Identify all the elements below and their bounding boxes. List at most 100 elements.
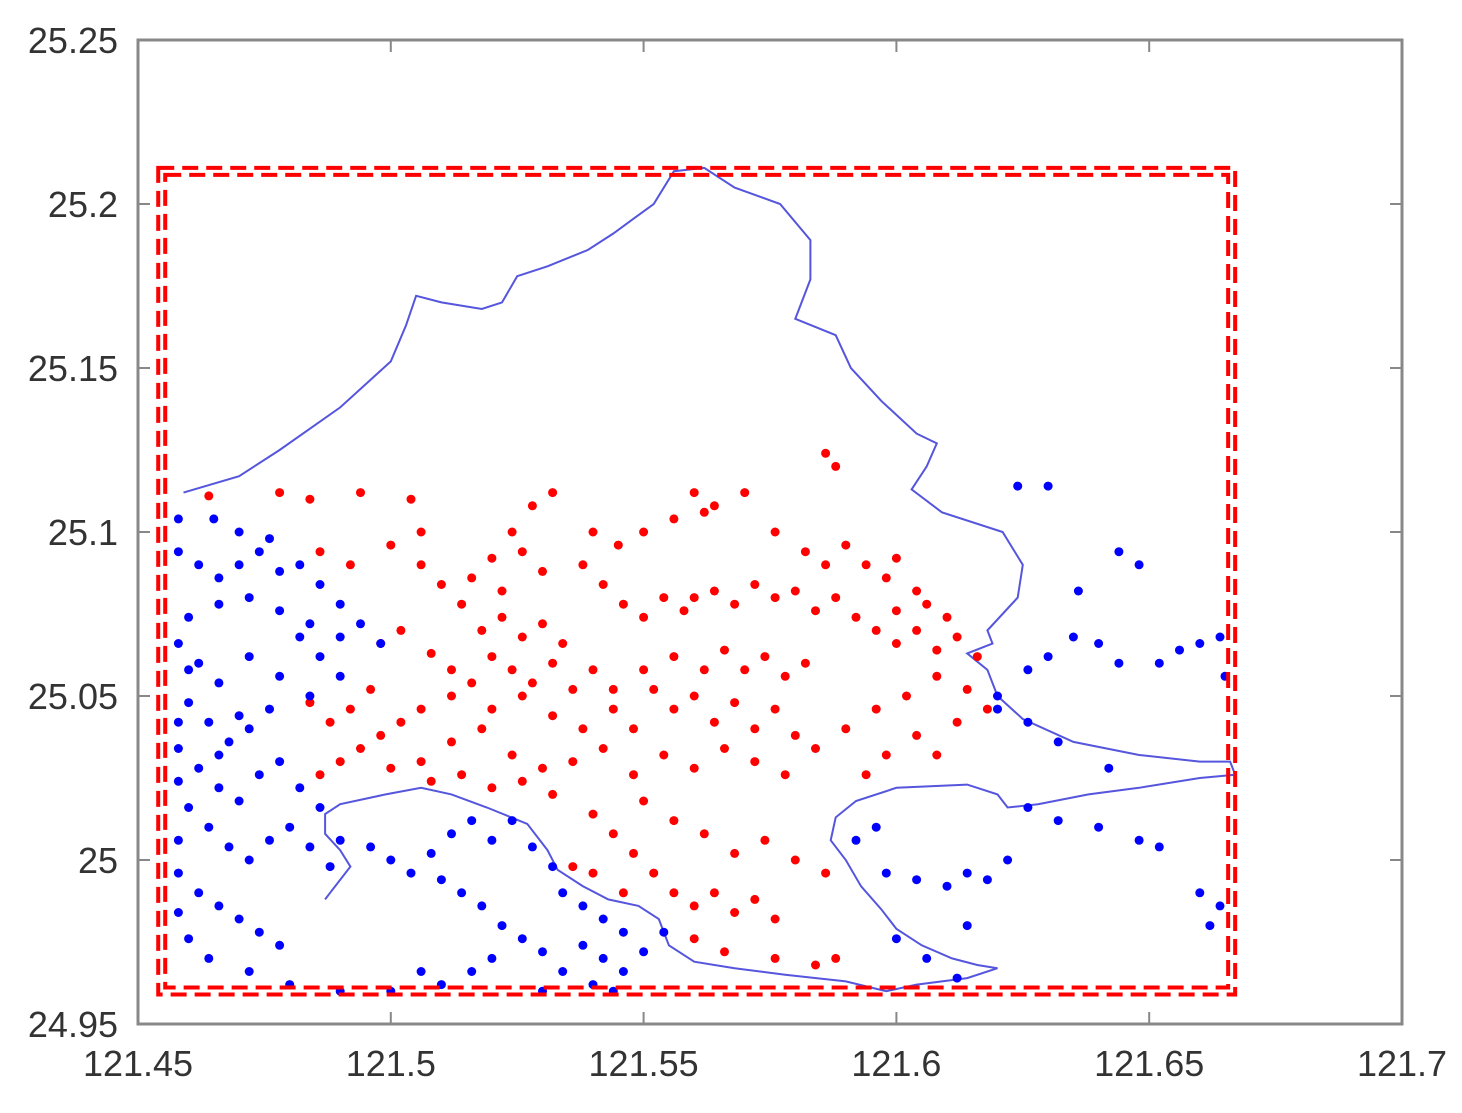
scatter-point — [750, 580, 760, 589]
scatter-point — [315, 770, 325, 780]
scatter-point — [659, 750, 669, 760]
scatter-point — [1023, 803, 1033, 812]
scatter-point — [659, 927, 669, 937]
scatter-point — [548, 658, 558, 668]
scatter-point — [932, 671, 942, 681]
scatter-point — [993, 691, 1002, 701]
scatter-point — [457, 770, 467, 780]
scatter-point — [386, 763, 396, 773]
scatter-point — [447, 691, 456, 701]
scatter-point — [173, 744, 183, 753]
scatter-point — [517, 547, 527, 557]
scatter-point — [750, 724, 760, 734]
scatter-point — [457, 599, 467, 609]
scatter-point — [173, 639, 183, 648]
scatter-point — [275, 488, 285, 498]
scatter-point — [598, 914, 608, 924]
x-axis: 121.45 121.5 121.55 121.6 121.65 121.7 — [83, 40, 1447, 1084]
scatter-point — [689, 488, 699, 498]
scatter-point — [275, 566, 285, 576]
y-tick-label: 25.15 — [28, 348, 118, 389]
scatter-point — [487, 652, 497, 662]
scatter-point — [709, 501, 719, 511]
scatter-point — [184, 698, 194, 708]
scatter-point — [1205, 921, 1215, 931]
scatter-point — [1215, 632, 1225, 642]
scatter-point — [821, 448, 831, 458]
scatter-point — [416, 704, 426, 714]
scatter-point — [214, 573, 224, 583]
scatter-point — [669, 704, 679, 714]
scatter-point — [366, 684, 376, 694]
scatter-point — [730, 698, 740, 708]
scatter-point — [517, 934, 527, 944]
scatter-point — [436, 875, 446, 885]
scatter-point — [578, 560, 588, 570]
scatter-point — [861, 560, 871, 570]
scatter-point — [1195, 888, 1205, 898]
scatter-point — [598, 953, 608, 963]
scatter-point — [295, 783, 305, 793]
scatter-point — [507, 750, 517, 760]
scatter-point — [548, 862, 558, 872]
scatter-point — [194, 888, 204, 898]
scatter-point — [184, 612, 194, 622]
scatter-point — [335, 757, 345, 767]
scatter-point — [376, 730, 386, 740]
scatter-point — [416, 967, 426, 976]
scatter-point — [588, 527, 598, 537]
scatter-point — [922, 953, 932, 963]
scatter-point — [345, 560, 355, 570]
scatter-point — [568, 684, 578, 694]
scatter-point — [613, 540, 623, 550]
scatter-point — [477, 901, 487, 911]
scatter-point — [234, 527, 244, 537]
scatter-point — [305, 842, 315, 852]
scatter-point — [1154, 658, 1164, 668]
scatter-point — [487, 953, 497, 963]
scatter-point — [426, 648, 436, 658]
scatter-point — [295, 632, 305, 642]
scatter-point — [224, 842, 234, 852]
scatter-point — [720, 947, 729, 957]
scatter-point — [467, 816, 477, 826]
series-2 — [173, 481, 1230, 996]
scatter-point — [356, 488, 365, 498]
scatter-point — [204, 717, 214, 727]
scatter-point — [952, 717, 962, 727]
scatter-point — [669, 888, 679, 898]
scatter-point — [386, 540, 396, 550]
scatter-point — [831, 953, 841, 963]
scatter-point — [234, 711, 244, 721]
scatter-point — [244, 593, 254, 603]
scatter-point — [184, 803, 194, 812]
scatter-point — [558, 967, 568, 976]
scatter-point — [578, 724, 588, 734]
scatter-point — [588, 868, 598, 878]
scatter-point — [922, 599, 932, 609]
scatter-point — [618, 599, 628, 609]
x-tick-label: 121.65 — [1094, 1043, 1204, 1084]
y-tick-label: 25.1 — [48, 512, 118, 553]
scatter-point — [275, 940, 285, 950]
scatter-point — [265, 835, 274, 845]
scatter-point — [214, 750, 224, 760]
scatter-point — [1195, 639, 1205, 648]
scatter-point — [487, 835, 497, 845]
scatter-point — [962, 921, 972, 931]
scatter-point — [679, 606, 689, 616]
scatter-point — [315, 580, 325, 589]
scatter-point — [1154, 842, 1164, 852]
y-tick-label: 25.2 — [48, 184, 118, 225]
scatter-point — [244, 967, 254, 976]
scatter-point — [1053, 816, 1063, 826]
scatter-point — [932, 750, 942, 760]
scatter-point — [780, 770, 790, 780]
scatter-point — [608, 704, 618, 714]
scatter-point — [558, 639, 568, 648]
scatter-point — [173, 547, 183, 557]
scatter-point — [1013, 481, 1023, 491]
scatter-point — [558, 888, 568, 898]
scatter-point — [406, 868, 416, 878]
scatter-point — [366, 842, 376, 852]
